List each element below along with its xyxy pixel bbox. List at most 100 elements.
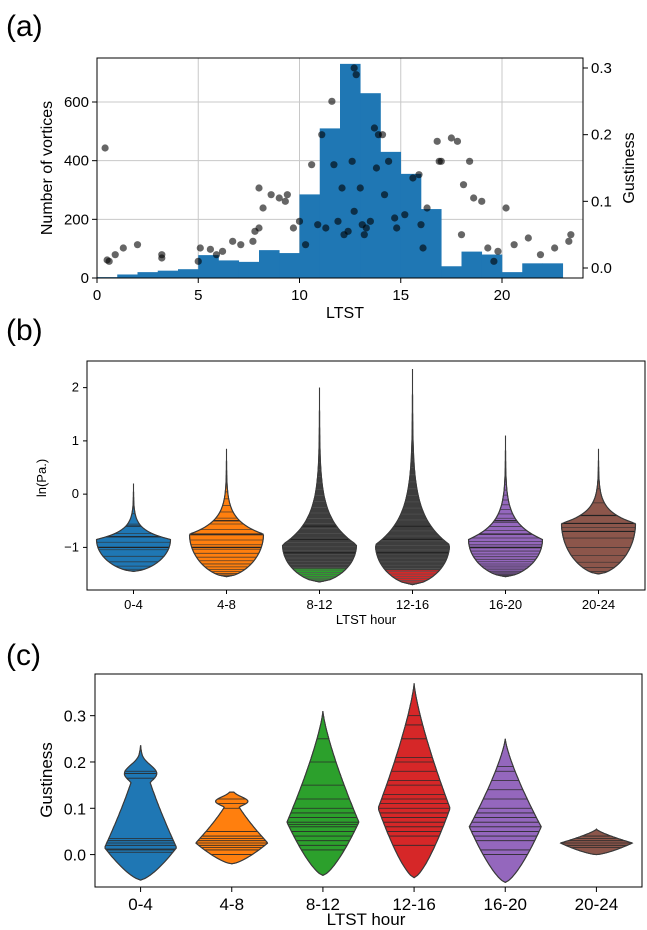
gustiness-point — [334, 217, 342, 225]
panel-b-chart: 0-4 4-8 8-12 12-16 16-20 20-24 −1 0 1 2 LTST hou… — [34, 360, 646, 627]
gustiness-point — [322, 224, 330, 232]
panel-b-ytick-label: 2 — [72, 380, 79, 395]
gustiness-point — [484, 244, 492, 252]
panel-b-frame — [86, 360, 646, 591]
panel-a-ytick-label: 400 — [64, 153, 89, 170]
panel-label-b: (b) — [6, 314, 43, 347]
gustiness-point — [437, 157, 445, 165]
panel-b-xtick-label: 0-4 — [124, 597, 143, 612]
gustiness-point — [536, 251, 545, 259]
gustiness-point — [567, 231, 575, 239]
gustiness-point — [301, 241, 310, 249]
gustiness-point — [328, 97, 336, 105]
gustiness-point — [419, 244, 427, 252]
gustiness-point — [295, 217, 304, 225]
histogram-bar — [299, 194, 321, 278]
panel-c-xtick-label: 0-4 — [128, 895, 153, 914]
gustiness-point — [362, 224, 370, 232]
gustiness-point — [494, 247, 502, 255]
gustiness-point — [101, 144, 109, 152]
gustiness-point — [119, 244, 127, 252]
panel-c-frame — [94, 673, 643, 888]
violin-outline — [286, 710, 360, 877]
gustiness-point — [350, 64, 358, 72]
gustiness-point — [318, 131, 326, 139]
gustiness-point — [105, 257, 113, 265]
gustiness-point — [466, 157, 474, 165]
gustiness-point — [551, 244, 559, 252]
panel-c-ytick-label: 0.0 — [64, 848, 86, 865]
gustiness-point — [565, 237, 573, 245]
gustiness-point — [385, 157, 393, 165]
panel-b-xtick-label: 16-20 — [489, 597, 522, 612]
panel-c-ylabel: Gustiness — [37, 742, 56, 818]
panel-a-ytick-label: 0 — [81, 270, 89, 287]
histogram-bar — [400, 173, 422, 278]
histogram-bar — [238, 261, 260, 278]
violin-outline — [281, 387, 358, 583]
gustiness-point — [350, 207, 358, 215]
panel-a-xtick-label: 15 — [392, 287, 409, 304]
gustiness-point — [433, 137, 441, 145]
panel-a-ytick-right-label: 0.1 — [591, 193, 612, 210]
panel-c-xtick-label: 16-20 — [484, 895, 527, 914]
gustiness-point — [348, 157, 356, 165]
panel-c-ytick-label: 0.3 — [64, 709, 86, 726]
histogram-bar — [441, 266, 462, 278]
panel-c-xtick-label: 4-8 — [219, 895, 244, 914]
histogram-bar — [157, 270, 179, 278]
histogram-bar — [522, 263, 543, 278]
panel-b-xtick-label: 4-8 — [217, 597, 236, 612]
gustiness-point — [423, 204, 431, 212]
gustiness-point — [338, 184, 346, 192]
panel-a-ytick-label: 600 — [64, 94, 89, 111]
panel-b-ytick-label: 1 — [72, 433, 79, 448]
gustiness-point — [380, 191, 389, 199]
gustiness-point — [314, 221, 322, 229]
gustiness-point — [459, 181, 468, 189]
gustiness-point — [289, 224, 298, 232]
histogram-bar — [198, 255, 219, 278]
gustiness-point — [447, 134, 455, 142]
panel-a-xtick-label: 5 — [194, 287, 202, 304]
gustiness-point — [370, 124, 379, 132]
violin-dense-overlay — [375, 369, 450, 571]
gustiness-point — [502, 204, 510, 212]
panel-c-xlabel: LTST hour — [327, 910, 406, 929]
panel-c-chart: 0-4 4-8 8-12 12-16 16-20 20-24 0.0 0.1 0.2 0.3 L… — [37, 673, 643, 929]
histogram-bar — [461, 251, 483, 278]
violin-dense-overlay — [282, 387, 357, 569]
panel-c-xtick-label: 8-12 — [306, 895, 340, 914]
violin-4-8 — [195, 791, 269, 865]
violin-8-12 — [286, 710, 360, 876]
gustiness-point — [366, 217, 374, 225]
panel-a-ytick-right-label: 0.0 — [591, 260, 612, 277]
panel-c-xtick-label: 20-24 — [575, 895, 618, 914]
panel-a-xlabel: LTST — [326, 305, 364, 322]
violin-20-24 — [559, 828, 634, 856]
gustiness-point — [196, 244, 204, 252]
gustiness-point — [470, 194, 478, 202]
violin-outline — [560, 448, 637, 575]
gustiness-point — [415, 171, 423, 179]
histogram-bar — [279, 253, 300, 278]
histogram-bar — [218, 260, 240, 278]
panel-b-ylabel: ln(Pa.) — [34, 459, 49, 497]
panel-c-ytick-label: 0.2 — [64, 755, 86, 772]
panel-a-frame — [96, 57, 584, 279]
violin-outline — [375, 369, 450, 586]
gustiness-point — [478, 197, 486, 205]
panel-a-xtick-label: 0 — [93, 287, 101, 304]
gustiness-point — [356, 184, 364, 192]
violin-outline — [195, 791, 269, 865]
histogram-bar — [319, 128, 341, 278]
histogram-bar — [481, 254, 503, 278]
histogram-bar — [259, 250, 280, 278]
panel-a-xtick-label: 20 — [494, 287, 511, 304]
panel-a-chart: 0 5 10 15 20 0 200 400 600 0.0 0.1 0.2 0.3 LTST Nu… — [39, 57, 638, 322]
gustiness-point — [308, 161, 316, 169]
histogram-bar — [340, 63, 361, 278]
gustiness-point — [453, 137, 462, 145]
gustiness-point — [372, 164, 381, 172]
